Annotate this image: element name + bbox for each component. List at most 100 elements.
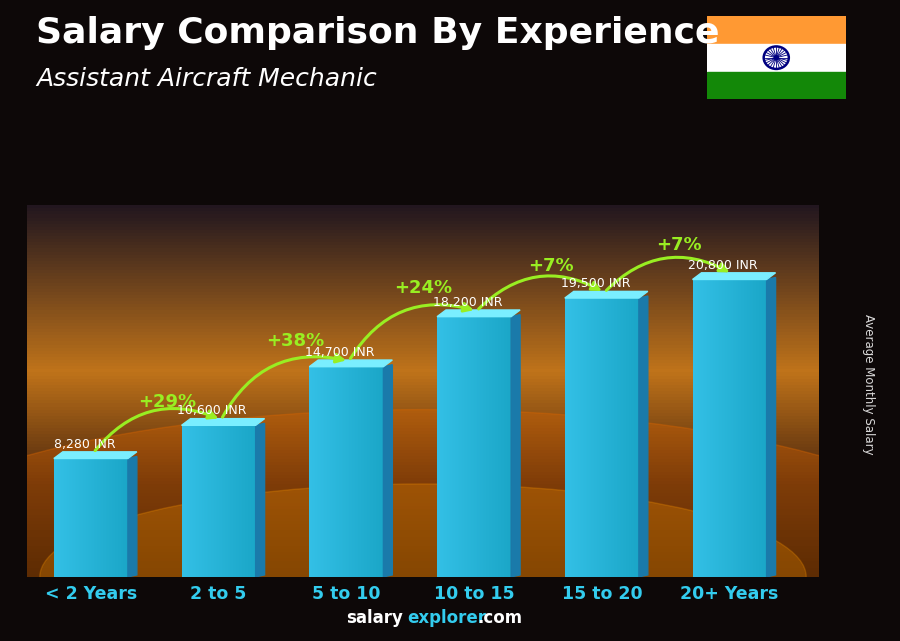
- Bar: [97, 458, 98, 577]
- Bar: [722, 279, 724, 577]
- Bar: [751, 279, 752, 577]
- Polygon shape: [639, 296, 648, 577]
- Bar: [27, 394, 819, 397]
- Ellipse shape: [40, 484, 806, 641]
- Bar: [244, 426, 246, 577]
- Bar: [27, 540, 819, 543]
- Bar: [248, 426, 250, 577]
- Bar: [340, 367, 342, 577]
- Bar: [575, 298, 577, 577]
- Bar: [456, 317, 458, 577]
- Bar: [27, 397, 819, 400]
- Polygon shape: [767, 278, 776, 577]
- Bar: [88, 458, 90, 577]
- Bar: [82, 458, 84, 577]
- Bar: [27, 537, 819, 540]
- Bar: [27, 465, 819, 469]
- Bar: [27, 273, 819, 276]
- Bar: [580, 298, 581, 577]
- Bar: [317, 367, 319, 577]
- Bar: [27, 521, 819, 524]
- Bar: [621, 298, 623, 577]
- Bar: [312, 367, 314, 577]
- Bar: [27, 224, 819, 227]
- Bar: [27, 252, 819, 254]
- Bar: [27, 342, 819, 345]
- Bar: [201, 426, 203, 577]
- Bar: [27, 376, 819, 379]
- Bar: [249, 426, 251, 577]
- Bar: [762, 279, 764, 577]
- Text: +7%: +7%: [528, 257, 573, 276]
- Bar: [63, 458, 65, 577]
- Bar: [94, 458, 95, 577]
- Bar: [369, 367, 370, 577]
- Bar: [500, 317, 501, 577]
- Bar: [356, 367, 357, 577]
- Bar: [228, 426, 230, 577]
- Polygon shape: [54, 452, 137, 458]
- Bar: [198, 426, 200, 577]
- Bar: [573, 298, 575, 577]
- Circle shape: [774, 56, 778, 60]
- Bar: [246, 426, 247, 577]
- Bar: [186, 426, 188, 577]
- Bar: [27, 221, 819, 224]
- Bar: [116, 458, 118, 577]
- Bar: [64, 458, 66, 577]
- Bar: [608, 298, 609, 577]
- Bar: [27, 422, 819, 425]
- Bar: [27, 425, 819, 428]
- Bar: [637, 298, 639, 577]
- Bar: [330, 367, 332, 577]
- Bar: [440, 317, 442, 577]
- Bar: [27, 506, 819, 509]
- Bar: [755, 279, 757, 577]
- Bar: [717, 279, 719, 577]
- Text: explorer: explorer: [407, 609, 486, 627]
- Bar: [57, 458, 59, 577]
- Bar: [247, 426, 248, 577]
- Bar: [572, 298, 574, 577]
- Bar: [207, 426, 209, 577]
- Bar: [464, 317, 465, 577]
- Bar: [598, 298, 599, 577]
- Bar: [84, 458, 86, 577]
- Bar: [314, 367, 316, 577]
- Bar: [27, 310, 819, 313]
- Bar: [85, 458, 86, 577]
- Bar: [27, 326, 819, 329]
- Bar: [27, 329, 819, 332]
- Bar: [735, 279, 737, 577]
- Bar: [123, 458, 125, 577]
- Bar: [361, 367, 363, 577]
- Bar: [224, 426, 226, 577]
- Bar: [454, 317, 456, 577]
- Bar: [93, 458, 94, 577]
- Bar: [233, 426, 235, 577]
- Bar: [126, 458, 128, 577]
- Bar: [118, 458, 120, 577]
- Text: Salary Comparison By Experience: Salary Comparison By Experience: [36, 16, 719, 50]
- Text: 8,280 INR: 8,280 INR: [54, 438, 115, 451]
- Bar: [27, 338, 819, 342]
- Bar: [27, 524, 819, 528]
- Bar: [27, 214, 819, 217]
- Bar: [310, 367, 312, 577]
- Bar: [349, 367, 351, 577]
- Bar: [27, 574, 819, 577]
- Bar: [730, 279, 732, 577]
- Bar: [232, 426, 234, 577]
- Bar: [70, 458, 72, 577]
- Polygon shape: [256, 423, 265, 577]
- Bar: [443, 317, 445, 577]
- Bar: [110, 458, 112, 577]
- Bar: [706, 72, 846, 99]
- Polygon shape: [511, 315, 520, 577]
- Bar: [365, 367, 367, 577]
- Bar: [212, 426, 214, 577]
- Bar: [744, 279, 746, 577]
- Bar: [226, 426, 228, 577]
- Bar: [27, 258, 819, 261]
- Bar: [721, 279, 723, 577]
